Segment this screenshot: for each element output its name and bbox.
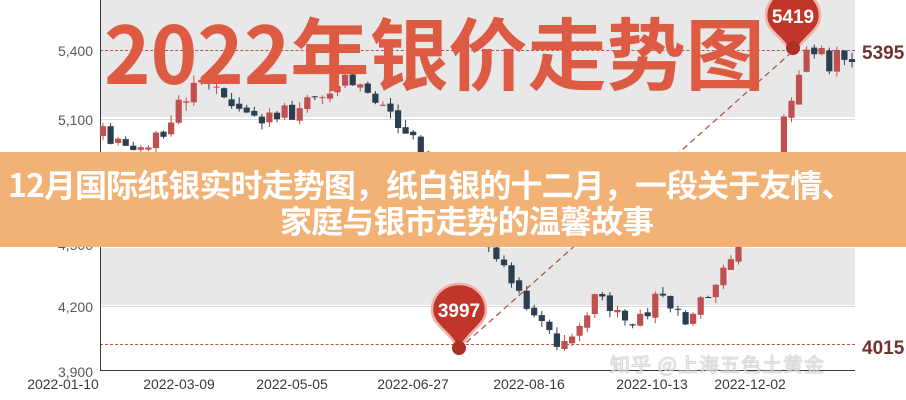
svg-text:5419: 5419 bbox=[772, 7, 814, 28]
svg-text:3997: 3997 bbox=[438, 301, 480, 322]
